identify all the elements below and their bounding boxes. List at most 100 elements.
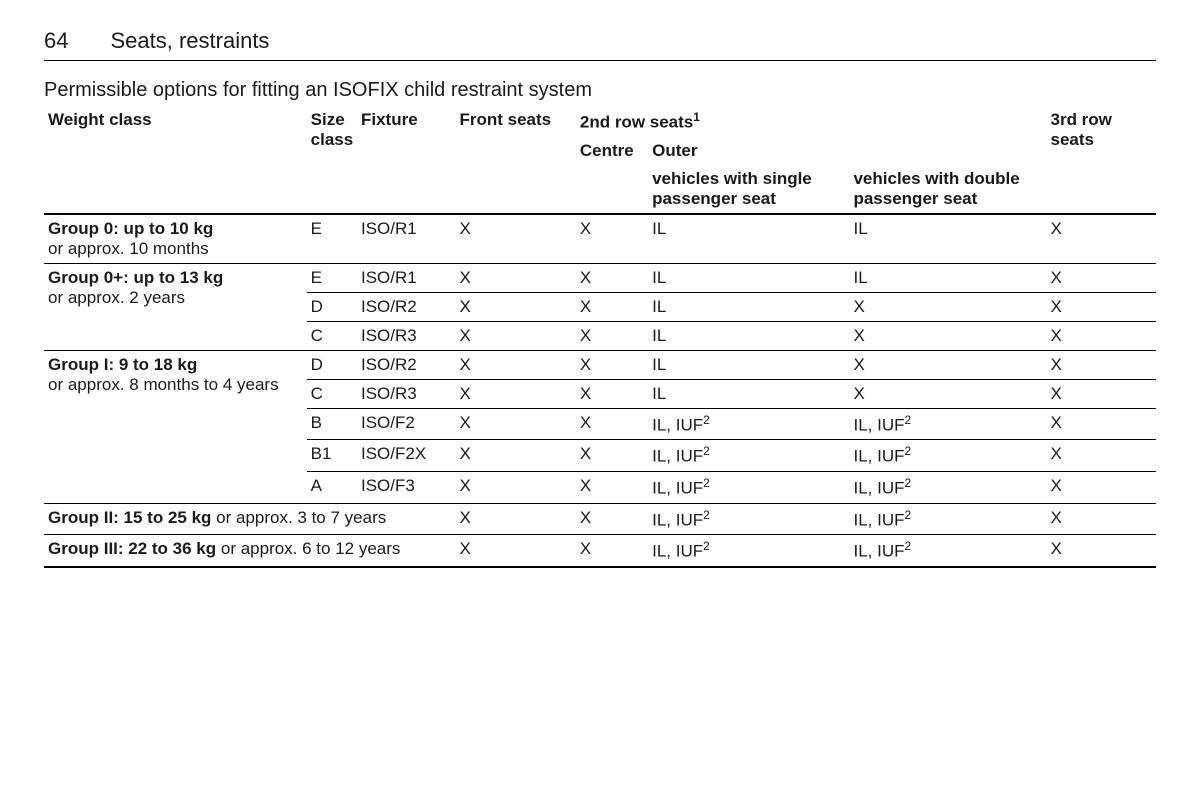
weight-class-cell: Group II: 15 to 25 kg or approx. 3 to 7 … xyxy=(44,503,456,535)
table-row: Group III: 22 to 36 kg or approx. 6 to 1… xyxy=(44,535,1156,567)
col-row2: 2nd row seats1 xyxy=(576,110,1047,137)
double-cell: IL, IUF2 xyxy=(849,471,1046,503)
double-cell: IL, IUF2 xyxy=(849,440,1046,472)
fixture-cell: ISO/R3 xyxy=(357,321,456,350)
single-cell: IL, IUF2 xyxy=(648,535,849,567)
centre-cell: X xyxy=(576,292,648,321)
fixture-cell: ISO/R2 xyxy=(357,292,456,321)
col-row3: 3rd row seats xyxy=(1047,110,1157,214)
table-title: Permissible options for fitting an ISOFI… xyxy=(44,79,1156,102)
centre-cell: X xyxy=(576,440,648,472)
centre-cell: X xyxy=(576,408,648,440)
size-cell: B xyxy=(307,408,357,440)
centre-cell: X xyxy=(576,471,648,503)
fixture-cell: ISO/R3 xyxy=(357,379,456,408)
centre-cell: X xyxy=(576,379,648,408)
page-number: 64 xyxy=(44,28,68,54)
front-cell: X xyxy=(456,263,576,292)
double-cell: X xyxy=(849,350,1046,379)
front-cell: X xyxy=(456,503,576,535)
double-cell: X xyxy=(849,321,1046,350)
third-cell: X xyxy=(1047,263,1157,292)
single-cell: IL, IUF2 xyxy=(648,471,849,503)
third-cell: X xyxy=(1047,440,1157,472)
front-cell: X xyxy=(456,471,576,503)
col-outer: Outer xyxy=(648,137,1046,165)
single-cell: IL xyxy=(648,292,849,321)
third-cell: X xyxy=(1047,471,1157,503)
fixture-cell: ISO/F2 xyxy=(357,408,456,440)
table-head: Weight class Size class Fixture Front se… xyxy=(44,110,1156,214)
single-cell: IL xyxy=(648,321,849,350)
col-size: Size class xyxy=(307,110,357,214)
single-cell: IL xyxy=(648,214,849,264)
front-cell: X xyxy=(456,214,576,264)
centre-cell: X xyxy=(576,263,648,292)
col-single: vehicles with single passenger seat xyxy=(648,165,849,214)
double-cell: IL, IUF2 xyxy=(849,535,1046,567)
centre-cell: X xyxy=(576,503,648,535)
double-cell: IL xyxy=(849,263,1046,292)
size-cell: E xyxy=(307,263,357,292)
single-cell: IL xyxy=(648,350,849,379)
size-cell: E xyxy=(307,214,357,264)
double-cell: X xyxy=(849,292,1046,321)
single-cell: IL xyxy=(648,379,849,408)
size-cell: D xyxy=(307,350,357,379)
fixture-cell: ISO/R1 xyxy=(357,214,456,264)
double-cell: IL, IUF2 xyxy=(849,503,1046,535)
weight-class-cell: Group 0+: up to 13 kgor approx. 2 years xyxy=(44,263,307,350)
table-row: Group I: 9 to 18 kgor approx. 8 months t… xyxy=(44,350,1156,379)
table-row: Group 0: up to 10 kgor approx. 10 months… xyxy=(44,214,1156,264)
single-cell: IL, IUF2 xyxy=(648,408,849,440)
centre-cell: X xyxy=(576,535,648,567)
section-title: Seats, restraints xyxy=(110,28,269,54)
fixture-cell: ISO/R2 xyxy=(357,350,456,379)
third-cell: X xyxy=(1047,292,1157,321)
front-cell: X xyxy=(456,408,576,440)
double-cell: X xyxy=(849,379,1046,408)
col-double: vehicles with double passenger seat xyxy=(849,165,1046,214)
table-row: Group II: 15 to 25 kg or approx. 3 to 7 … xyxy=(44,503,1156,535)
single-cell: IL xyxy=(648,263,849,292)
third-cell: X xyxy=(1047,321,1157,350)
centre-cell: X xyxy=(576,350,648,379)
size-cell: B1 xyxy=(307,440,357,472)
col-weight: Weight class xyxy=(44,110,307,214)
third-cell: X xyxy=(1047,408,1157,440)
third-cell: X xyxy=(1047,503,1157,535)
col-front: Front seats xyxy=(456,110,576,214)
size-cell: C xyxy=(307,379,357,408)
size-cell: D xyxy=(307,292,357,321)
isofix-table: Weight class Size class Fixture Front se… xyxy=(44,110,1156,568)
third-cell: X xyxy=(1047,350,1157,379)
centre-cell: X xyxy=(576,321,648,350)
fixture-cell: ISO/F2X xyxy=(357,440,456,472)
size-cell: C xyxy=(307,321,357,350)
double-cell: IL xyxy=(849,214,1046,264)
weight-class-cell: Group 0: up to 10 kgor approx. 10 months xyxy=(44,214,307,264)
double-cell: IL, IUF2 xyxy=(849,408,1046,440)
front-cell: X xyxy=(456,440,576,472)
third-cell: X xyxy=(1047,214,1157,264)
front-cell: X xyxy=(456,379,576,408)
front-cell: X xyxy=(456,321,576,350)
table-row: Group 0+: up to 13 kgor approx. 2 yearsE… xyxy=(44,263,1156,292)
fixture-cell: ISO/F3 xyxy=(357,471,456,503)
size-cell: A xyxy=(307,471,357,503)
single-cell: IL, IUF2 xyxy=(648,503,849,535)
single-cell: IL, IUF2 xyxy=(648,440,849,472)
front-cell: X xyxy=(456,350,576,379)
col-fixture: Fixture xyxy=(357,110,456,214)
third-cell: X xyxy=(1047,379,1157,408)
centre-cell: X xyxy=(576,214,648,264)
table-body: Group 0: up to 10 kgor approx. 10 months… xyxy=(44,214,1156,567)
weight-class-cell: Group I: 9 to 18 kgor approx. 8 months t… xyxy=(44,350,307,503)
fixture-cell: ISO/R1 xyxy=(357,263,456,292)
front-cell: X xyxy=(456,292,576,321)
page-header: 64 Seats, restraints xyxy=(44,28,1156,61)
weight-class-cell: Group III: 22 to 36 kg or approx. 6 to 1… xyxy=(44,535,456,567)
front-cell: X xyxy=(456,535,576,567)
col-centre: Centre xyxy=(576,137,648,214)
third-cell: X xyxy=(1047,535,1157,567)
